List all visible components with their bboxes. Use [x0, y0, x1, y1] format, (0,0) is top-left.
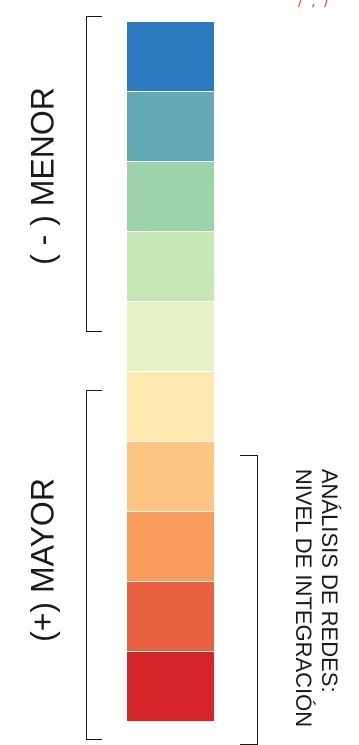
color-swatch-1 [127, 22, 214, 91]
color-swatch-2 [127, 92, 214, 161]
menor-label: ( - ) MENOR [24, 87, 61, 265]
color-swatch-8 [127, 512, 214, 581]
color-swatch-4 [127, 232, 214, 301]
title-bracket [240, 455, 258, 745]
color-swatch-9 [127, 582, 214, 651]
color-swatch-3 [127, 162, 214, 231]
mayor-label: (+) MAYOR [24, 478, 61, 642]
color-swatch-10 [127, 652, 214, 721]
legend-title: ANÁLISIS DE REDES: NIVEL DE INTEGRACIÓN [290, 469, 342, 727]
menor-bracket [86, 16, 102, 332]
color-swatch-5 [127, 302, 214, 371]
corner-mark: / , / [298, 0, 331, 10]
color-swatch-7 [127, 442, 214, 511]
legend-title-line2: NIVEL DE INTEGRACIÓN [291, 468, 316, 728]
color-scale [127, 22, 214, 722]
mayor-bracket [86, 390, 102, 740]
legend-title-line1: ANÁLISIS DE REDES: [317, 468, 342, 693]
color-swatch-6 [127, 372, 214, 441]
